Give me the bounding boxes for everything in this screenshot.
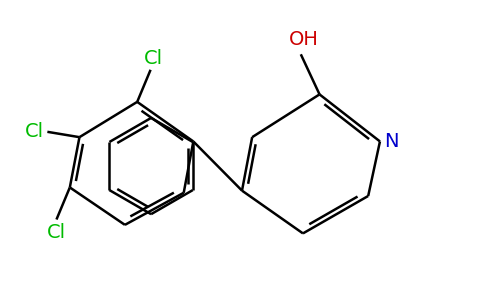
Text: OH: OH: [288, 30, 318, 49]
Text: Cl: Cl: [47, 224, 66, 242]
Text: Cl: Cl: [25, 122, 44, 141]
Text: N: N: [384, 132, 399, 151]
Text: Cl: Cl: [144, 49, 163, 68]
